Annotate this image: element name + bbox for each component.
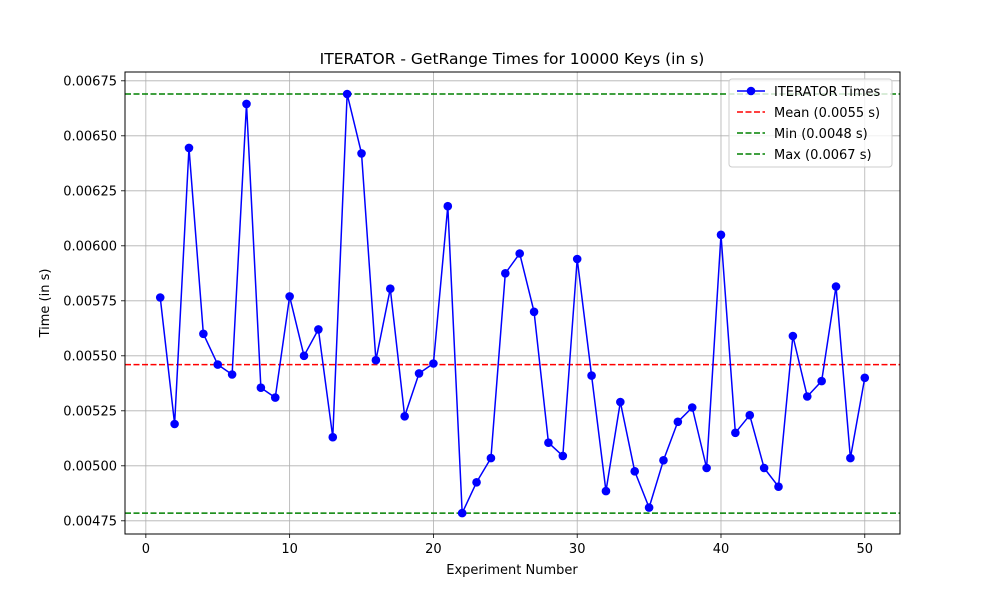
axis-ticks: 0 10 20 30 40 50 0.00475 0.00500 0.00525 0.00550 0… bbox=[63, 74, 873, 557]
data-point bbox=[687, 403, 697, 412]
x-tick-label: 0 bbox=[142, 542, 150, 557]
data-point bbox=[630, 467, 640, 476]
data-point bbox=[155, 293, 165, 302]
data-point bbox=[731, 428, 740, 438]
data-point bbox=[486, 453, 496, 463]
data-point bbox=[472, 478, 481, 487]
data-point bbox=[357, 149, 366, 158]
legend: ITERATOR Times Mean (0.0055 s) Min (0.00… bbox=[728, 78, 893, 168]
data-point bbox=[270, 393, 280, 402]
data-point bbox=[414, 369, 424, 378]
y-tick-label: 0.00575 bbox=[63, 294, 117, 309]
series-layer bbox=[155, 89, 870, 518]
legend-label-mean: Mean (0.0055 s) bbox=[774, 106, 880, 121]
data-point bbox=[242, 99, 251, 109]
data-point bbox=[659, 456, 668, 465]
data-point bbox=[759, 463, 769, 473]
y-tick-label: 0.00550 bbox=[63, 349, 117, 364]
y-tick-label: 0.00525 bbox=[63, 404, 117, 419]
data-point bbox=[572, 254, 582, 264]
x-tick-label: 30 bbox=[569, 542, 586, 557]
data-point bbox=[544, 438, 553, 448]
data-point bbox=[299, 351, 309, 361]
data-point bbox=[429, 359, 438, 368]
legend-label-iterator-times: ITERATOR Times bbox=[774, 85, 881, 100]
chart-title: ITERATOR - GetRange Times for 10000 Keys… bbox=[320, 50, 705, 68]
data-point bbox=[846, 453, 855, 463]
legend-label-max: Max (0.0067 s) bbox=[774, 148, 872, 163]
y-tick-label: 0.00625 bbox=[63, 184, 117, 199]
data-point bbox=[385, 284, 395, 294]
y-tick-label: 0.00475 bbox=[63, 514, 117, 529]
x-tick-label: 50 bbox=[856, 542, 873, 557]
data-point bbox=[558, 451, 568, 461]
data-point bbox=[860, 373, 870, 383]
data-point bbox=[529, 307, 539, 317]
data-point bbox=[199, 329, 208, 339]
data-point bbox=[314, 325, 323, 334]
data-point bbox=[745, 410, 755, 420]
data-point bbox=[328, 432, 338, 442]
data-point bbox=[774, 482, 783, 492]
legend-marker-iterator-times bbox=[746, 86, 756, 96]
y-tick-label: 0.00600 bbox=[63, 239, 117, 254]
data-point bbox=[170, 419, 179, 429]
data-point bbox=[400, 412, 409, 421]
data-point bbox=[371, 355, 381, 365]
data-point bbox=[788, 331, 798, 341]
x-tick-label: 10 bbox=[281, 542, 298, 557]
y-tick-label: 0.00675 bbox=[63, 74, 117, 89]
data-point bbox=[443, 201, 453, 211]
x-axis-label: Experiment Number bbox=[446, 563, 578, 578]
data-point bbox=[587, 371, 596, 380]
data-point bbox=[213, 360, 223, 369]
x-tick-label: 40 bbox=[713, 542, 730, 557]
x-tick-label: 20 bbox=[425, 542, 442, 557]
data-point bbox=[184, 143, 194, 153]
data-point bbox=[601, 486, 611, 496]
data-point bbox=[616, 397, 625, 407]
data-point bbox=[515, 249, 524, 258]
data-point bbox=[716, 230, 726, 240]
y-tick-label: 0.00500 bbox=[63, 459, 117, 474]
y-axis-label: Time (in s) bbox=[38, 269, 53, 339]
plot-frame bbox=[124, 71, 901, 535]
data-point bbox=[256, 383, 266, 393]
y-tick-label: 0.00650 bbox=[63, 129, 117, 144]
data-point bbox=[342, 89, 352, 99]
data-point bbox=[501, 269, 510, 278]
legend-frame bbox=[728, 78, 893, 168]
data-point bbox=[817, 376, 826, 386]
data-point bbox=[673, 417, 683, 427]
data-point bbox=[831, 282, 841, 291]
data-point bbox=[644, 503, 654, 512]
legend-label-min: Min (0.0048 s) bbox=[774, 127, 868, 142]
data-point bbox=[285, 292, 294, 301]
data-point bbox=[457, 508, 467, 518]
data-point bbox=[702, 463, 711, 473]
data-point bbox=[227, 370, 237, 379]
data-point bbox=[802, 392, 812, 401]
reference-lines bbox=[125, 93, 900, 514]
